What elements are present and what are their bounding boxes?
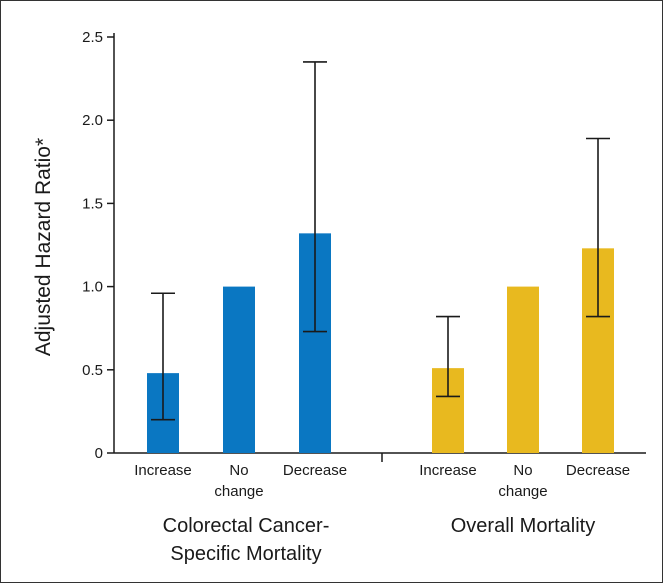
group-label: Colorectal Cancer-	[163, 515, 330, 537]
bar	[223, 286, 255, 453]
y-tick-label: 0	[95, 445, 103, 462]
y-tick-label: 1.0	[82, 279, 103, 296]
x-axis	[114, 452, 646, 462]
bars	[147, 61, 614, 453]
category-labels: Increase No change Decrease Colorectal Cance…	[134, 462, 630, 565]
y-tick-label: 1.5	[82, 195, 103, 212]
category-label: Increase	[419, 462, 477, 479]
category-label: No	[513, 462, 532, 479]
y-tick-label: 2.0	[82, 112, 103, 129]
group-label: Overall Mortality	[451, 515, 595, 537]
y-tick-label: 2.5	[82, 29, 103, 46]
category-label: Decrease	[283, 462, 347, 479]
y-axis-label: Adjusted Hazard Ratio*	[32, 138, 55, 356]
category-label: Decrease	[566, 462, 630, 479]
category-label: No	[229, 462, 248, 479]
group-label: Specific Mortality	[170, 543, 321, 565]
category-label: change	[214, 483, 263, 500]
bar	[507, 286, 539, 453]
category-label: Increase	[134, 462, 192, 479]
y-axis: 0 0.5 1.0 1.5 2.0 2.5	[82, 29, 115, 462]
category-label: change	[498, 483, 547, 500]
y-tick-label: 0.5	[82, 362, 103, 379]
